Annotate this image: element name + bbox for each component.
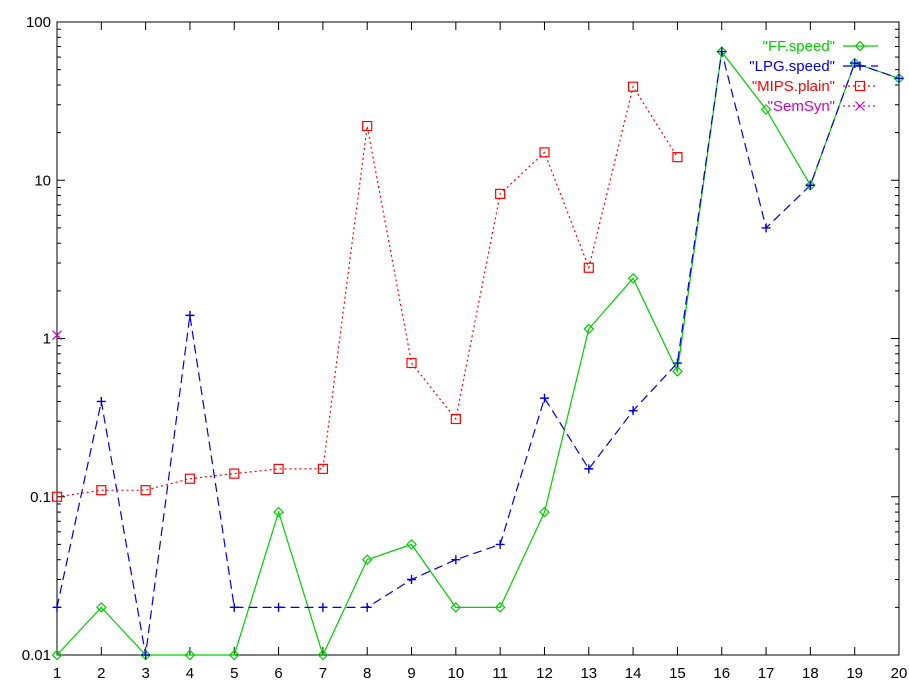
legend-1-point — [854, 40, 866, 52]
series-1-point — [627, 272, 639, 284]
series-3-point — [450, 413, 461, 425]
series-3-point — [362, 120, 373, 132]
series-2-point — [141, 650, 151, 660]
series-3-point — [539, 147, 550, 158]
series-2-point — [451, 555, 461, 565]
series-3-point — [672, 152, 683, 163]
series-3-point — [229, 468, 240, 479]
legend-label-1: "FF.speed" — [763, 38, 835, 55]
legend-3-point — [854, 80, 866, 92]
series-3-point — [184, 473, 196, 484]
series-2-point — [672, 358, 682, 368]
series-1-point — [450, 602, 462, 613]
x-tick-label: 6 — [274, 665, 282, 682]
x-tick-label: 5 — [230, 665, 238, 682]
series-1-point — [539, 506, 550, 518]
series-2-point — [495, 539, 505, 549]
series-1-point — [317, 649, 329, 661]
y-tick-label: 10 — [34, 172, 51, 189]
series-2-point — [584, 464, 594, 474]
series-2-point — [407, 574, 417, 584]
series-3-point — [628, 81, 639, 92]
series-3-point — [273, 463, 284, 474]
series-3-point — [495, 188, 506, 199]
series-3-line — [56, 85, 678, 498]
series-2-line — [56, 51, 900, 656]
axis-ticks — [56, 21, 900, 656]
series-1-point — [583, 323, 595, 335]
series-3-point — [583, 262, 594, 273]
series-1-point — [760, 104, 772, 115]
series-1-point — [184, 649, 196, 661]
y-tick-label: 0.1 — [30, 489, 51, 506]
series-3-point — [140, 485, 151, 496]
x-tick-label: 13 — [580, 665, 597, 682]
series-1-point — [273, 506, 284, 518]
x-tick-label: 8 — [363, 665, 371, 682]
series-2-point — [805, 180, 815, 190]
series-lines — [56, 50, 900, 657]
series-2-point — [229, 602, 239, 612]
series-1-point — [361, 554, 373, 566]
series-2-point — [761, 223, 771, 233]
series-2-point — [362, 602, 372, 612]
x-tick-label: 17 — [758, 665, 775, 682]
x-tick-label: 19 — [846, 665, 863, 682]
series-2-point — [850, 58, 860, 68]
series-2-point — [894, 73, 904, 83]
series-3-point — [317, 463, 328, 474]
x-tick-label: 4 — [186, 665, 194, 682]
series-2-point — [717, 47, 727, 57]
series-2-point — [185, 310, 195, 320]
series-3-point — [51, 491, 63, 502]
series-1-point — [228, 649, 240, 661]
series-2-point — [628, 406, 638, 416]
legend-4-point — [855, 101, 865, 111]
y-tick-label: 1 — [43, 331, 51, 348]
x-tick-label: 3 — [141, 665, 149, 682]
series-2-point — [318, 602, 328, 612]
series-1-point — [672, 366, 683, 377]
y-tick-label: 100 — [26, 14, 51, 31]
legend-label-4: "SemSyn" — [768, 98, 835, 115]
x-tick-label: 2 — [97, 665, 105, 682]
x-tick-label: 10 — [447, 665, 464, 682]
series-2-point — [539, 393, 549, 403]
x-tick-label: 11 — [492, 665, 508, 682]
x-tick-label: 14 — [625, 665, 642, 682]
x-tick-label: 1 — [53, 665, 61, 682]
legend-label-3: "MIPS.plain" — [752, 78, 835, 95]
series-markers — [51, 46, 905, 661]
series-3-point — [96, 485, 107, 496]
legend-label-2: "LPG.speed" — [749, 58, 835, 75]
x-tick-label: 15 — [669, 665, 686, 682]
legend: "FF.speed" "LPG.speed" "MIPS.plain" "SemSyn… — [749, 38, 878, 115]
series-1-line — [56, 50, 900, 657]
plot-frame — [56, 21, 900, 656]
legend-2-point — [855, 61, 865, 71]
series-1-point — [95, 602, 107, 613]
series-3-point — [406, 357, 417, 369]
series-2-point — [52, 602, 62, 612]
x-tick-label: 7 — [319, 665, 327, 682]
y-tick-label: 0.01 — [22, 647, 51, 664]
x-tick-label: 12 — [536, 665, 553, 682]
x-tick-label: 20 — [891, 665, 908, 682]
series-2-point — [96, 396, 106, 406]
series-4-point — [52, 330, 62, 341]
series-1-point — [406, 539, 417, 550]
x-tick-label: 16 — [713, 665, 730, 682]
series-1-point — [51, 649, 63, 661]
x-tick-label: 9 — [407, 665, 415, 682]
series-1-point — [494, 602, 506, 613]
series-2-point — [274, 602, 284, 612]
x-tick-label: 18 — [802, 665, 819, 682]
